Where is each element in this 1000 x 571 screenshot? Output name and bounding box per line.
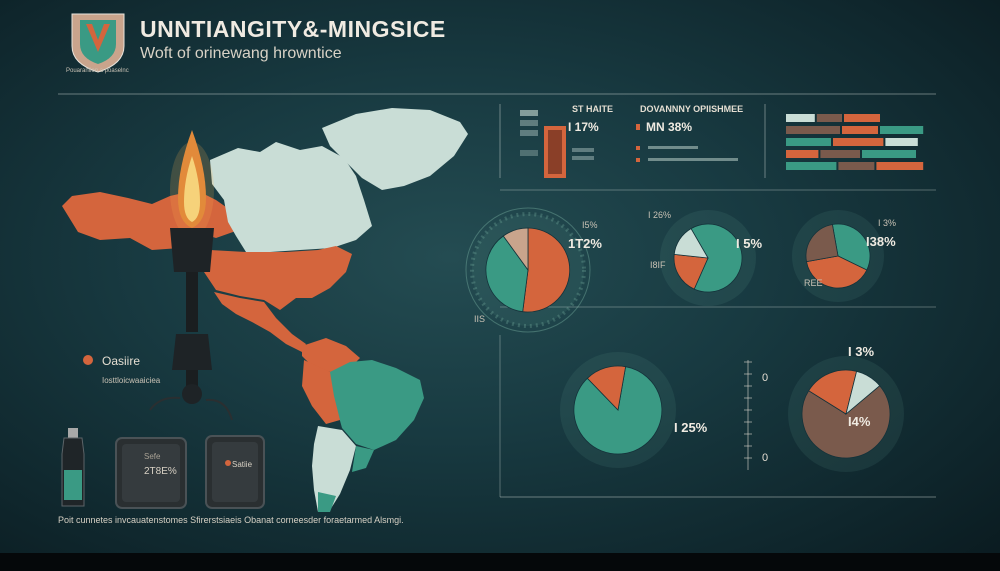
bar-row-2-seg-3 [880, 126, 924, 134]
canister-left-label: Sefe [144, 452, 161, 461]
gauge-2-value: I 5% [736, 236, 763, 251]
gauge-1-value: 1T2% [568, 236, 602, 251]
bottom-left-value: I 25% [674, 420, 708, 435]
gauge-1-title: I5% [582, 220, 598, 230]
gauge-1-footer: IIS [474, 314, 486, 324]
bar-row-4-seg-3 [862, 150, 916, 158]
stat-block-value: I 17% [568, 120, 599, 134]
bar-row-2-seg-1 [786, 126, 840, 134]
page-title: UNNTIANGITY&-MINGSICE [140, 16, 446, 42]
gauge-3-title: I 3% [878, 218, 897, 228]
gauge-ring-ticks [470, 212, 586, 328]
bar-row-4-seg-2 [820, 150, 860, 158]
gauge-3-value: I38% [866, 234, 896, 249]
footer-note: Poit cunnetes invcauatenstomes Sfirersts… [58, 515, 404, 525]
pie-5-slice-orange [808, 369, 858, 415]
bar-row-5-seg-2 [838, 162, 875, 170]
bottom-right-mid: I4% [848, 414, 871, 429]
bar-row-1-seg-1 [786, 114, 815, 122]
bar-row-3-seg-1 [786, 138, 831, 146]
bar-row-1-seg-2 [816, 114, 842, 122]
pie-2-slice-teal [690, 223, 743, 293]
axis-zero-b: 0 [762, 452, 769, 464]
bottle-icon [61, 428, 85, 507]
bar-row-4-seg-1 [786, 150, 819, 158]
bar-row-3-seg-3 [885, 138, 918, 146]
bar-row-1-seg-3 [844, 114, 880, 122]
pie-3-slice-brown [805, 224, 839, 263]
pie-1-slice-tan [502, 227, 529, 272]
doc-block-title: DOVANNNY OPIISHMEE [640, 104, 744, 114]
bar-row-5-seg-3 [876, 162, 924, 170]
stat-block-title: ST HAITE [572, 104, 614, 114]
doc-block-value: MN 38% [646, 120, 693, 134]
canister-icon [115, 435, 265, 509]
pie-1-slice-teal [485, 235, 529, 313]
legend-dot [83, 355, 93, 365]
gauge-ring-outer [465, 207, 591, 333]
pie-3-slice-teal [831, 223, 871, 271]
axis-zero-a: 0 [762, 372, 769, 384]
gauge-2-title: I 26% [648, 210, 672, 220]
canister-right-label: Satiie [232, 460, 253, 469]
gauge-3-footer: REE [804, 278, 823, 288]
gauge-2-footer: I8IF [650, 260, 666, 270]
pie-3-slice-orange [806, 255, 868, 289]
pie-1-slice-orange [522, 227, 571, 313]
pie-2-slice-mint [673, 228, 709, 259]
bar-row-2-seg-2 [842, 126, 878, 134]
bar-row-5-seg-1 [786, 162, 837, 170]
pie-5-slice-mint [845, 370, 881, 416]
torch-flame-icon [149, 130, 233, 421]
legend-sublabel: Iosttloicwaaiciea [102, 376, 161, 385]
stat-block-bars [520, 110, 738, 178]
canister-left-value: 2T8E% [144, 466, 177, 477]
pie-4-slice-orange [586, 365, 627, 411]
pie-2-slice-orange [673, 253, 709, 290]
bottom-right-top: I 3% [848, 344, 875, 359]
page-subtitle: Woft of orinewang hrowntice [140, 45, 342, 62]
shield-icon [71, 13, 125, 73]
logo-caption: Pouaranlion a poaselnc [66, 68, 129, 74]
pie-5-slice-brown [801, 385, 891, 459]
bottom-bar [0, 553, 1000, 571]
legend-label: Oasiire [102, 354, 141, 368]
bar-row-3-seg-2 [833, 138, 884, 146]
